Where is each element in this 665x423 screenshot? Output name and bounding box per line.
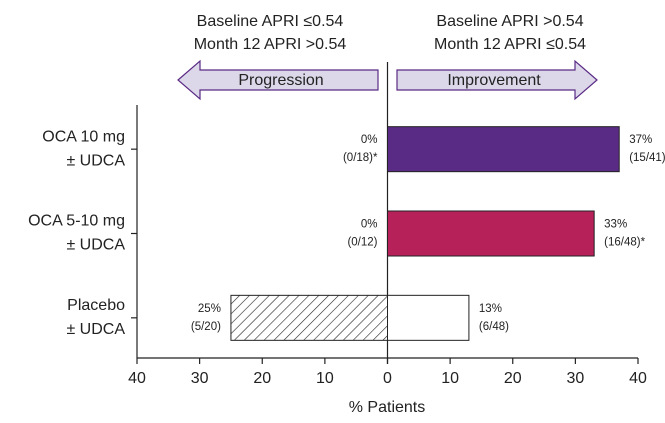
- category-label: OCA 5-10 mg: [28, 213, 125, 230]
- count-label: (15/41)**: [629, 152, 665, 164]
- value-label: 37%: [629, 134, 652, 146]
- direction-note: Baseline APRI >0.54: [436, 13, 583, 30]
- improvement-arrow: [396, 59, 598, 101]
- direction-note: Baseline APRI ≤0.54: [197, 13, 344, 30]
- x-tick-label: 40: [128, 370, 146, 387]
- x-tick-label: 40: [629, 370, 647, 387]
- x-axis-label: % Patients: [349, 399, 425, 416]
- count-label: (6/48): [479, 321, 509, 333]
- category-label: ± UDCA: [66, 152, 125, 169]
- bar: [387, 126, 620, 173]
- category-label: ± UDCA: [66, 237, 125, 254]
- direction-note: Month 12 APRI ≤0.54: [434, 36, 586, 53]
- category-label: Placebo: [67, 297, 125, 314]
- value-label: 0%: [361, 219, 378, 231]
- value-label: 0%: [361, 134, 378, 146]
- bar: [230, 294, 388, 341]
- count-label: (0/18)*: [343, 152, 378, 164]
- direction-note: Month 12 APRI >0.54: [194, 36, 347, 53]
- progression-arrow: [177, 59, 379, 101]
- x-tick-label: 20: [504, 370, 522, 387]
- x-tick-label: 20: [253, 370, 271, 387]
- direction-label: Progression: [238, 72, 323, 89]
- x-tick-label: 0: [383, 370, 392, 387]
- count-label: (5/20): [191, 321, 221, 333]
- direction-label: Improvement: [447, 72, 541, 89]
- count-label: (16/48)*: [604, 237, 645, 249]
- count-label: (0/12): [347, 237, 377, 249]
- value-label: 25%: [198, 303, 221, 315]
- x-tick-label: 10: [316, 370, 334, 387]
- bar: [387, 210, 595, 257]
- category-label: ± UDCA: [66, 321, 125, 338]
- x-tick-label: 30: [191, 370, 209, 387]
- x-tick-label: 10: [441, 370, 459, 387]
- category-label: OCA 10 mg: [42, 128, 125, 145]
- bar: [387, 294, 470, 341]
- value-label: 13%: [479, 303, 502, 315]
- x-tick-label: 30: [566, 370, 584, 387]
- value-label: 33%: [604, 219, 627, 231]
